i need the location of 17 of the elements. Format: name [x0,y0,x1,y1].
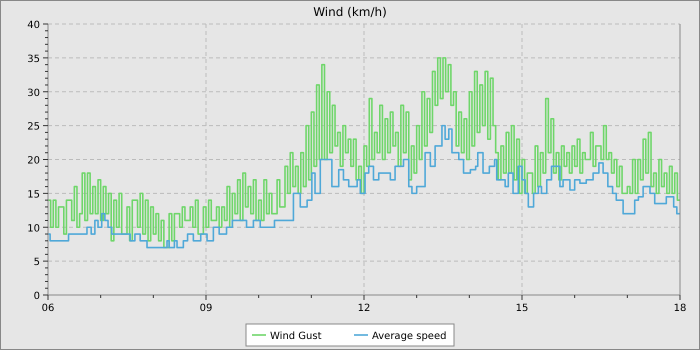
y-tick-label: 15 [27,189,40,200]
x-tick-label: 15 [516,303,528,314]
y-tick-label: 35 [27,54,40,65]
x-tick-label: 12 [358,303,370,314]
x-tick-label: 18 [674,303,686,314]
chart-title: Wind (km/h) [313,5,387,19]
x-tick-label: 06 [42,303,54,314]
x-tick-label: 09 [200,303,212,314]
legend-label: Average speed [372,331,446,342]
y-tick-label: 20 [27,156,40,166]
y-tick-label: 30 [27,88,40,99]
y-tick-label: 0 [34,291,40,302]
y-tick-label: 25 [27,122,40,133]
legend-label: Wind Gust [270,331,322,342]
y-tick-label: 10 [27,223,40,234]
y-tick-label: 40 [27,20,40,31]
y-tick-label: 5 [34,257,40,268]
